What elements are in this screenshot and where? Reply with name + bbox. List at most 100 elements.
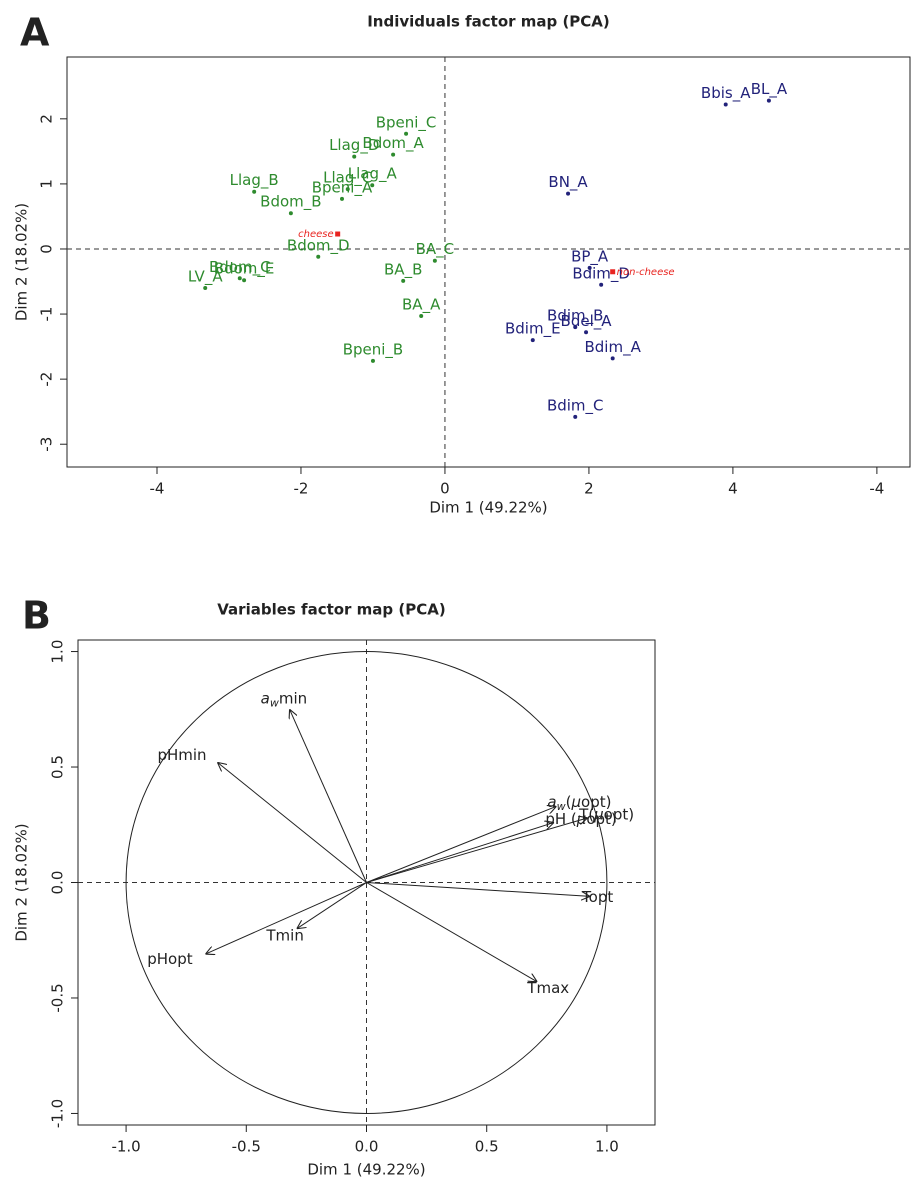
arrow (366, 822, 555, 883)
point-label: Llag_C (323, 169, 372, 188)
y-axis-label: Dim 2 (18.02%) (13, 823, 31, 941)
y-tick-label: 1 (38, 179, 56, 189)
point (573, 325, 578, 330)
arrow-label: pHopt (147, 949, 192, 967)
x-tick-label: -2 (293, 480, 308, 498)
x-tick-label: 0.0 (355, 1138, 379, 1156)
arrow (366, 806, 557, 883)
x-tick-label: -4 (869, 480, 884, 498)
arrow (217, 762, 367, 883)
point-label: Bdel_A (561, 312, 613, 331)
point (573, 414, 578, 419)
point (419, 314, 424, 319)
point-label: BA_C (416, 240, 455, 259)
point-label: Llag_D (329, 136, 379, 155)
point-label: Bdim_D (572, 264, 630, 283)
point (237, 276, 242, 281)
y-tick-label: -1 (38, 307, 56, 322)
x-axis-label: Dim 1 (49.22%) (307, 1161, 425, 1179)
point-label: BA_A (402, 296, 441, 315)
point-label: cheese (298, 229, 334, 240)
point-label: BP_A (571, 247, 609, 266)
y-axis-label: Dim 2 (18.02%) (13, 203, 31, 321)
point (335, 231, 341, 237)
arrow-label: pHmin (157, 745, 206, 763)
point (391, 152, 396, 157)
y-tick-label: 0.5 (49, 755, 67, 779)
point (723, 102, 728, 107)
point (252, 189, 257, 194)
x-tick-label: -4 (150, 480, 165, 498)
point-label: Bpeni_A (312, 178, 373, 197)
arrow (205, 882, 367, 955)
point (432, 258, 437, 263)
label-part: pHmin (157, 745, 206, 763)
arrow (366, 882, 591, 897)
y-tick-label: 0.0 (49, 871, 67, 895)
arrow (366, 818, 588, 883)
point-label: Bdom_E (214, 260, 275, 279)
point (404, 131, 409, 136)
point (610, 269, 616, 275)
point-label: Bdom_A (362, 134, 424, 153)
point (288, 211, 293, 216)
label-part: μ (570, 792, 581, 810)
point-label: Bdom_D (287, 236, 350, 255)
label-part: min (279, 689, 307, 707)
point-label: BN_A (548, 173, 588, 192)
label-part: opt) (604, 805, 634, 823)
label-part: Topt (581, 888, 613, 906)
y-tick-label: -0.5 (49, 983, 67, 1012)
point-label: BA_B (384, 260, 422, 279)
x-tick-label: 0 (440, 480, 450, 498)
x-axis-label: Dim 1 (49.22%) (429, 499, 547, 517)
arrow-label: T(μopt) (578, 805, 634, 823)
point (587, 265, 592, 270)
y-tick-label: 0 (38, 244, 56, 254)
arrow-label: Topt (581, 888, 613, 906)
point-label: Bdom_B (260, 193, 321, 212)
y-tick-label: -1.0 (49, 1099, 67, 1128)
point (566, 191, 571, 196)
point-label: Llag_A (348, 165, 398, 184)
label-part: a (547, 792, 556, 810)
point-label: BL_A (751, 80, 788, 99)
x-tick-label: -0.5 (232, 1138, 261, 1156)
x-tick-label: 0.5 (475, 1138, 499, 1156)
point (584, 330, 589, 335)
point (203, 286, 208, 291)
point (370, 183, 375, 188)
point (340, 196, 345, 201)
panel-letter: A (20, 11, 50, 55)
arrow-label: awmin (261, 689, 308, 710)
point (370, 358, 375, 363)
point (345, 187, 350, 192)
x-tick-label: 4 (728, 480, 738, 498)
chart-title: Individuals factor map (PCA) (367, 13, 610, 31)
point-label: Bbis_A (701, 84, 751, 103)
arrow-label: Tmax (526, 978, 569, 996)
label-part: ( (566, 792, 572, 810)
point (610, 356, 615, 361)
label-part: w (557, 800, 566, 813)
arrow (297, 882, 367, 929)
point-label: non-cheese (617, 267, 675, 278)
panel-letter: B (22, 594, 51, 638)
y-tick-label: -3 (38, 437, 56, 452)
y-tick-label: -2 (38, 372, 56, 387)
label-part: Tmax (526, 978, 569, 996)
label-part: Tmin (265, 926, 303, 944)
point-label: Bpeni_C (376, 113, 437, 132)
chart-title: Variables factor map (PCA) (217, 601, 445, 619)
point-label: Bpeni_B (343, 340, 404, 359)
x-tick-label: -1.0 (111, 1138, 140, 1156)
x-tick-label: 1.0 (595, 1138, 619, 1156)
point-label: Bdim_E (505, 320, 561, 339)
point-label: Bdim_C (547, 396, 604, 415)
point (599, 282, 604, 287)
label-part: μ (593, 805, 604, 823)
point (401, 278, 406, 283)
correlation-circle (125, 651, 608, 1114)
arrow-label: aw(μopt) (547, 792, 611, 813)
